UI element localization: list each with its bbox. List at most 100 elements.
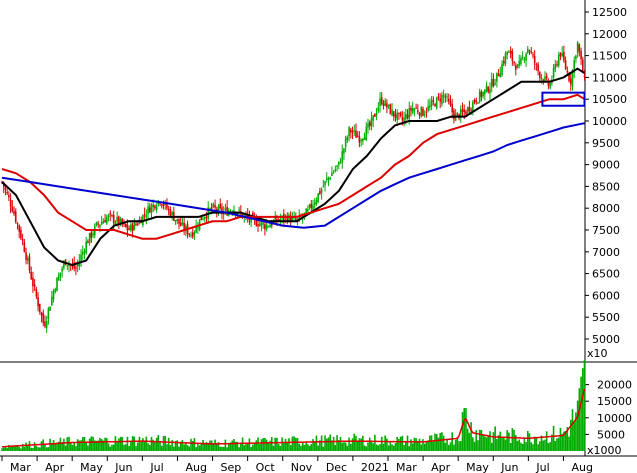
- candle-body: [219, 203, 222, 209]
- volume-bar: [173, 446, 175, 451]
- price-y-tick-label: 12500: [592, 6, 627, 19]
- volume-bar: [494, 426, 496, 451]
- candle-body: [472, 101, 474, 112]
- volume-bar: [162, 436, 165, 451]
- volume-bar: [386, 438, 388, 451]
- candle-body: [418, 113, 421, 116]
- volume-bar: [576, 400, 579, 451]
- candle-body: [523, 59, 526, 61]
- candle-body: [549, 82, 551, 88]
- volume-bar: [35, 445, 38, 451]
- volume-bar: [63, 438, 65, 451]
- candle-body: [356, 135, 359, 137]
- candle-body: [212, 204, 215, 207]
- candle-body: [179, 222, 182, 227]
- candle-body: [368, 122, 371, 126]
- volume-bar: [166, 444, 168, 451]
- candle-body: [8, 195, 10, 198]
- x-tick-label: Jul: [149, 461, 163, 473]
- volume-bar: [142, 438, 144, 451]
- candle-body: [166, 203, 168, 209]
- candle-body: [57, 275, 60, 281]
- volume-y-tick-label: 20000: [597, 379, 632, 392]
- candle-body: [174, 219, 177, 222]
- candle-body: [81, 251, 84, 255]
- candle-body: [384, 100, 386, 106]
- volume-bar: [274, 437, 277, 451]
- volume-bar: [444, 442, 447, 451]
- volume-bar: [267, 442, 270, 451]
- candle-body: [28, 256, 31, 271]
- candle-body: [559, 52, 562, 57]
- volume-bar: [75, 446, 77, 451]
- volume-bar: [453, 444, 455, 451]
- volume-bar: [57, 441, 60, 451]
- volume-bar: [432, 441, 435, 451]
- volume-bar: [496, 438, 498, 451]
- candle-body: [446, 96, 448, 98]
- candle-body: [339, 162, 342, 164]
- candle-body: [92, 233, 94, 236]
- candle-body: [568, 74, 570, 81]
- candle-body: [313, 202, 316, 205]
- volume-bar: [313, 442, 316, 451]
- volume-bar: [461, 412, 464, 451]
- candle-body: [131, 224, 134, 231]
- volume-bar: [8, 444, 10, 451]
- volume-bar: [459, 441, 462, 451]
- volume-bar: [161, 445, 163, 451]
- volume-bar: [181, 439, 184, 451]
- volume-bar: [392, 445, 395, 451]
- volume-bar: [527, 430, 529, 451]
- volume-bar: [580, 376, 582, 451]
- candle-body: [111, 214, 113, 216]
- candle-body: [169, 209, 172, 217]
- volume-bar: [284, 438, 287, 451]
- candle-body: [114, 222, 117, 224]
- volume-bar: [405, 441, 407, 451]
- candle-body: [334, 169, 337, 172]
- volume-bar: [186, 445, 189, 451]
- volume-bar: [367, 442, 369, 451]
- volume-bar: [331, 440, 333, 451]
- volume-bar: [482, 435, 484, 451]
- volume-bar: [78, 440, 81, 451]
- volume-moving-average-line: [1, 388, 586, 448]
- volume-bar: [133, 436, 136, 451]
- volume-bar: [317, 445, 319, 451]
- volume-bar: [178, 446, 180, 451]
- price-y-tick-label: 8500: [592, 180, 620, 193]
- volume-bar: [222, 446, 225, 451]
- x-tick-label: Oct: [256, 461, 276, 473]
- volume-bar: [408, 446, 411, 451]
- volume-bar: [191, 441, 194, 451]
- volume-bar: [238, 447, 240, 451]
- candle-body: [150, 205, 153, 214]
- candle-body: [391, 109, 393, 116]
- volume-bar: [368, 437, 371, 451]
- volume-bar: [449, 442, 452, 451]
- candle-body: [485, 85, 488, 92]
- volume-bar: [253, 442, 256, 451]
- candle-body: [348, 127, 350, 137]
- candle-body: [429, 105, 431, 108]
- candle-body: [351, 130, 354, 133]
- volume-bar: [518, 439, 521, 451]
- x-tick-label: May: [466, 461, 489, 473]
- volume-bar: [504, 439, 507, 451]
- candle-body: [296, 218, 299, 221]
- volume-bar: [406, 435, 409, 451]
- volume-bar: [497, 435, 500, 451]
- candle-body: [319, 190, 321, 194]
- candle-body: [124, 223, 127, 227]
- volume-bar: [533, 436, 536, 451]
- candle-body: [205, 216, 208, 218]
- volume-bar: [372, 443, 374, 451]
- volume-bar: [451, 432, 453, 451]
- candle-body: [87, 241, 89, 244]
- candle-body: [556, 64, 558, 66]
- volume-bar: [391, 444, 393, 451]
- volume-bar: [427, 440, 429, 451]
- volume-bar: [265, 439, 268, 451]
- candle-body: [155, 206, 158, 210]
